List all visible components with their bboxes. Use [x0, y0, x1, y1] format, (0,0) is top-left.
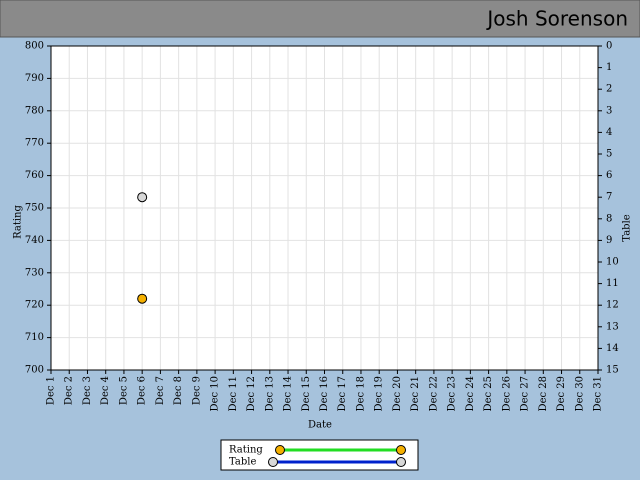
x-tick-label: Dec 14: [283, 376, 294, 411]
x-tick-label: Dec 31: [593, 376, 604, 411]
y-tick-label: 730: [25, 267, 44, 278]
y2-tick-label: 14: [606, 343, 619, 354]
x-tick-label: Dec 25: [483, 376, 494, 411]
x-tick-label: Dec 8: [173, 376, 184, 405]
legend-marker: [268, 457, 278, 467]
y2-tick-label: 9: [606, 235, 612, 246]
x-tick-label: Dec 15: [301, 376, 312, 411]
y2-tick-label: 6: [606, 170, 612, 181]
header-title: Josh Sorenson: [485, 7, 628, 31]
y2-tick-label: 4: [606, 127, 612, 138]
y-tick-label: 740: [25, 235, 44, 246]
y-tick-label: 760: [25, 170, 44, 181]
legend-marker: [396, 457, 406, 467]
x-tick-label: Dec 27: [520, 376, 531, 411]
y-tick-label: 780: [25, 105, 44, 116]
x-tick-label: Dec 11: [228, 376, 239, 411]
plot-frame: [50, 45, 599, 371]
y-tick-label: 720: [25, 300, 44, 311]
x-tick-label: Dec 21: [410, 376, 421, 411]
x-tick-label: Dec 29: [556, 376, 567, 411]
y2-tick-label: 1: [606, 62, 612, 73]
x-tick-label: Dec 20: [392, 376, 403, 411]
y-tick-label: 750: [25, 203, 44, 214]
x-tick-label: Dec 1: [46, 376, 57, 405]
y2-tick-label: 13: [606, 321, 619, 332]
series-marker: [137, 293, 148, 304]
legend-label: Rating: [229, 445, 263, 456]
x-tick-label: Dec 13: [264, 376, 275, 411]
y2-tick-label: 5: [606, 149, 612, 160]
y2-tick-label: 11: [606, 278, 619, 289]
legend: [220, 439, 419, 471]
y-tick-label: 800: [25, 41, 44, 52]
y-tick-label: 700: [25, 365, 44, 376]
y2-axis-label: Table: [622, 214, 633, 241]
x-tick-label: Dec 24: [465, 376, 476, 411]
legend-marker: [275, 445, 285, 455]
header-bar: [0, 0, 640, 38]
x-tick-label: Dec 2: [64, 376, 75, 405]
x-tick-label: Dec 23: [447, 376, 458, 411]
y2-tick-label: 10: [606, 257, 619, 268]
legend-marker: [396, 445, 406, 455]
y2-tick-label: 0: [606, 41, 612, 52]
y2-tick-label: 15: [606, 365, 619, 376]
legend-label: Table: [229, 457, 256, 468]
y-tick-label: 790: [25, 73, 44, 84]
x-tick-label: Dec 19: [374, 376, 385, 411]
series-marker: [137, 192, 148, 203]
x-tick-label: Dec 6: [137, 376, 148, 405]
x-tick-label: Dec 16: [319, 376, 330, 411]
y-tick-label: 770: [25, 138, 44, 149]
y-tick-label: 710: [25, 332, 44, 343]
x-tick-label: Dec 5: [118, 376, 129, 405]
y2-tick-label: 2: [606, 84, 612, 95]
x-tick-label: Dec 7: [155, 376, 166, 405]
x-tick-label: Dec 17: [337, 376, 348, 411]
x-tick-label: Dec 28: [538, 376, 549, 411]
x-tick-label: Dec 10: [210, 376, 221, 411]
x-tick-label: Dec 22: [428, 376, 439, 411]
x-tick-label: Dec 12: [246, 376, 257, 411]
x-tick-label: Dec 3: [82, 376, 93, 405]
x-axis-label: Date: [308, 420, 332, 431]
y2-tick-label: 7: [606, 192, 612, 203]
y-axis-label: Rating: [13, 205, 24, 239]
x-tick-label: Dec 4: [100, 376, 111, 405]
y2-tick-label: 12: [606, 300, 619, 311]
y2-tick-label: 3: [606, 105, 612, 116]
x-tick-label: Dec 18: [355, 376, 366, 411]
y2-tick-label: 8: [606, 213, 612, 224]
x-tick-label: Dec 9: [191, 376, 202, 405]
x-tick-label: Dec 26: [501, 376, 512, 411]
x-tick-label: Dec 30: [574, 376, 585, 411]
